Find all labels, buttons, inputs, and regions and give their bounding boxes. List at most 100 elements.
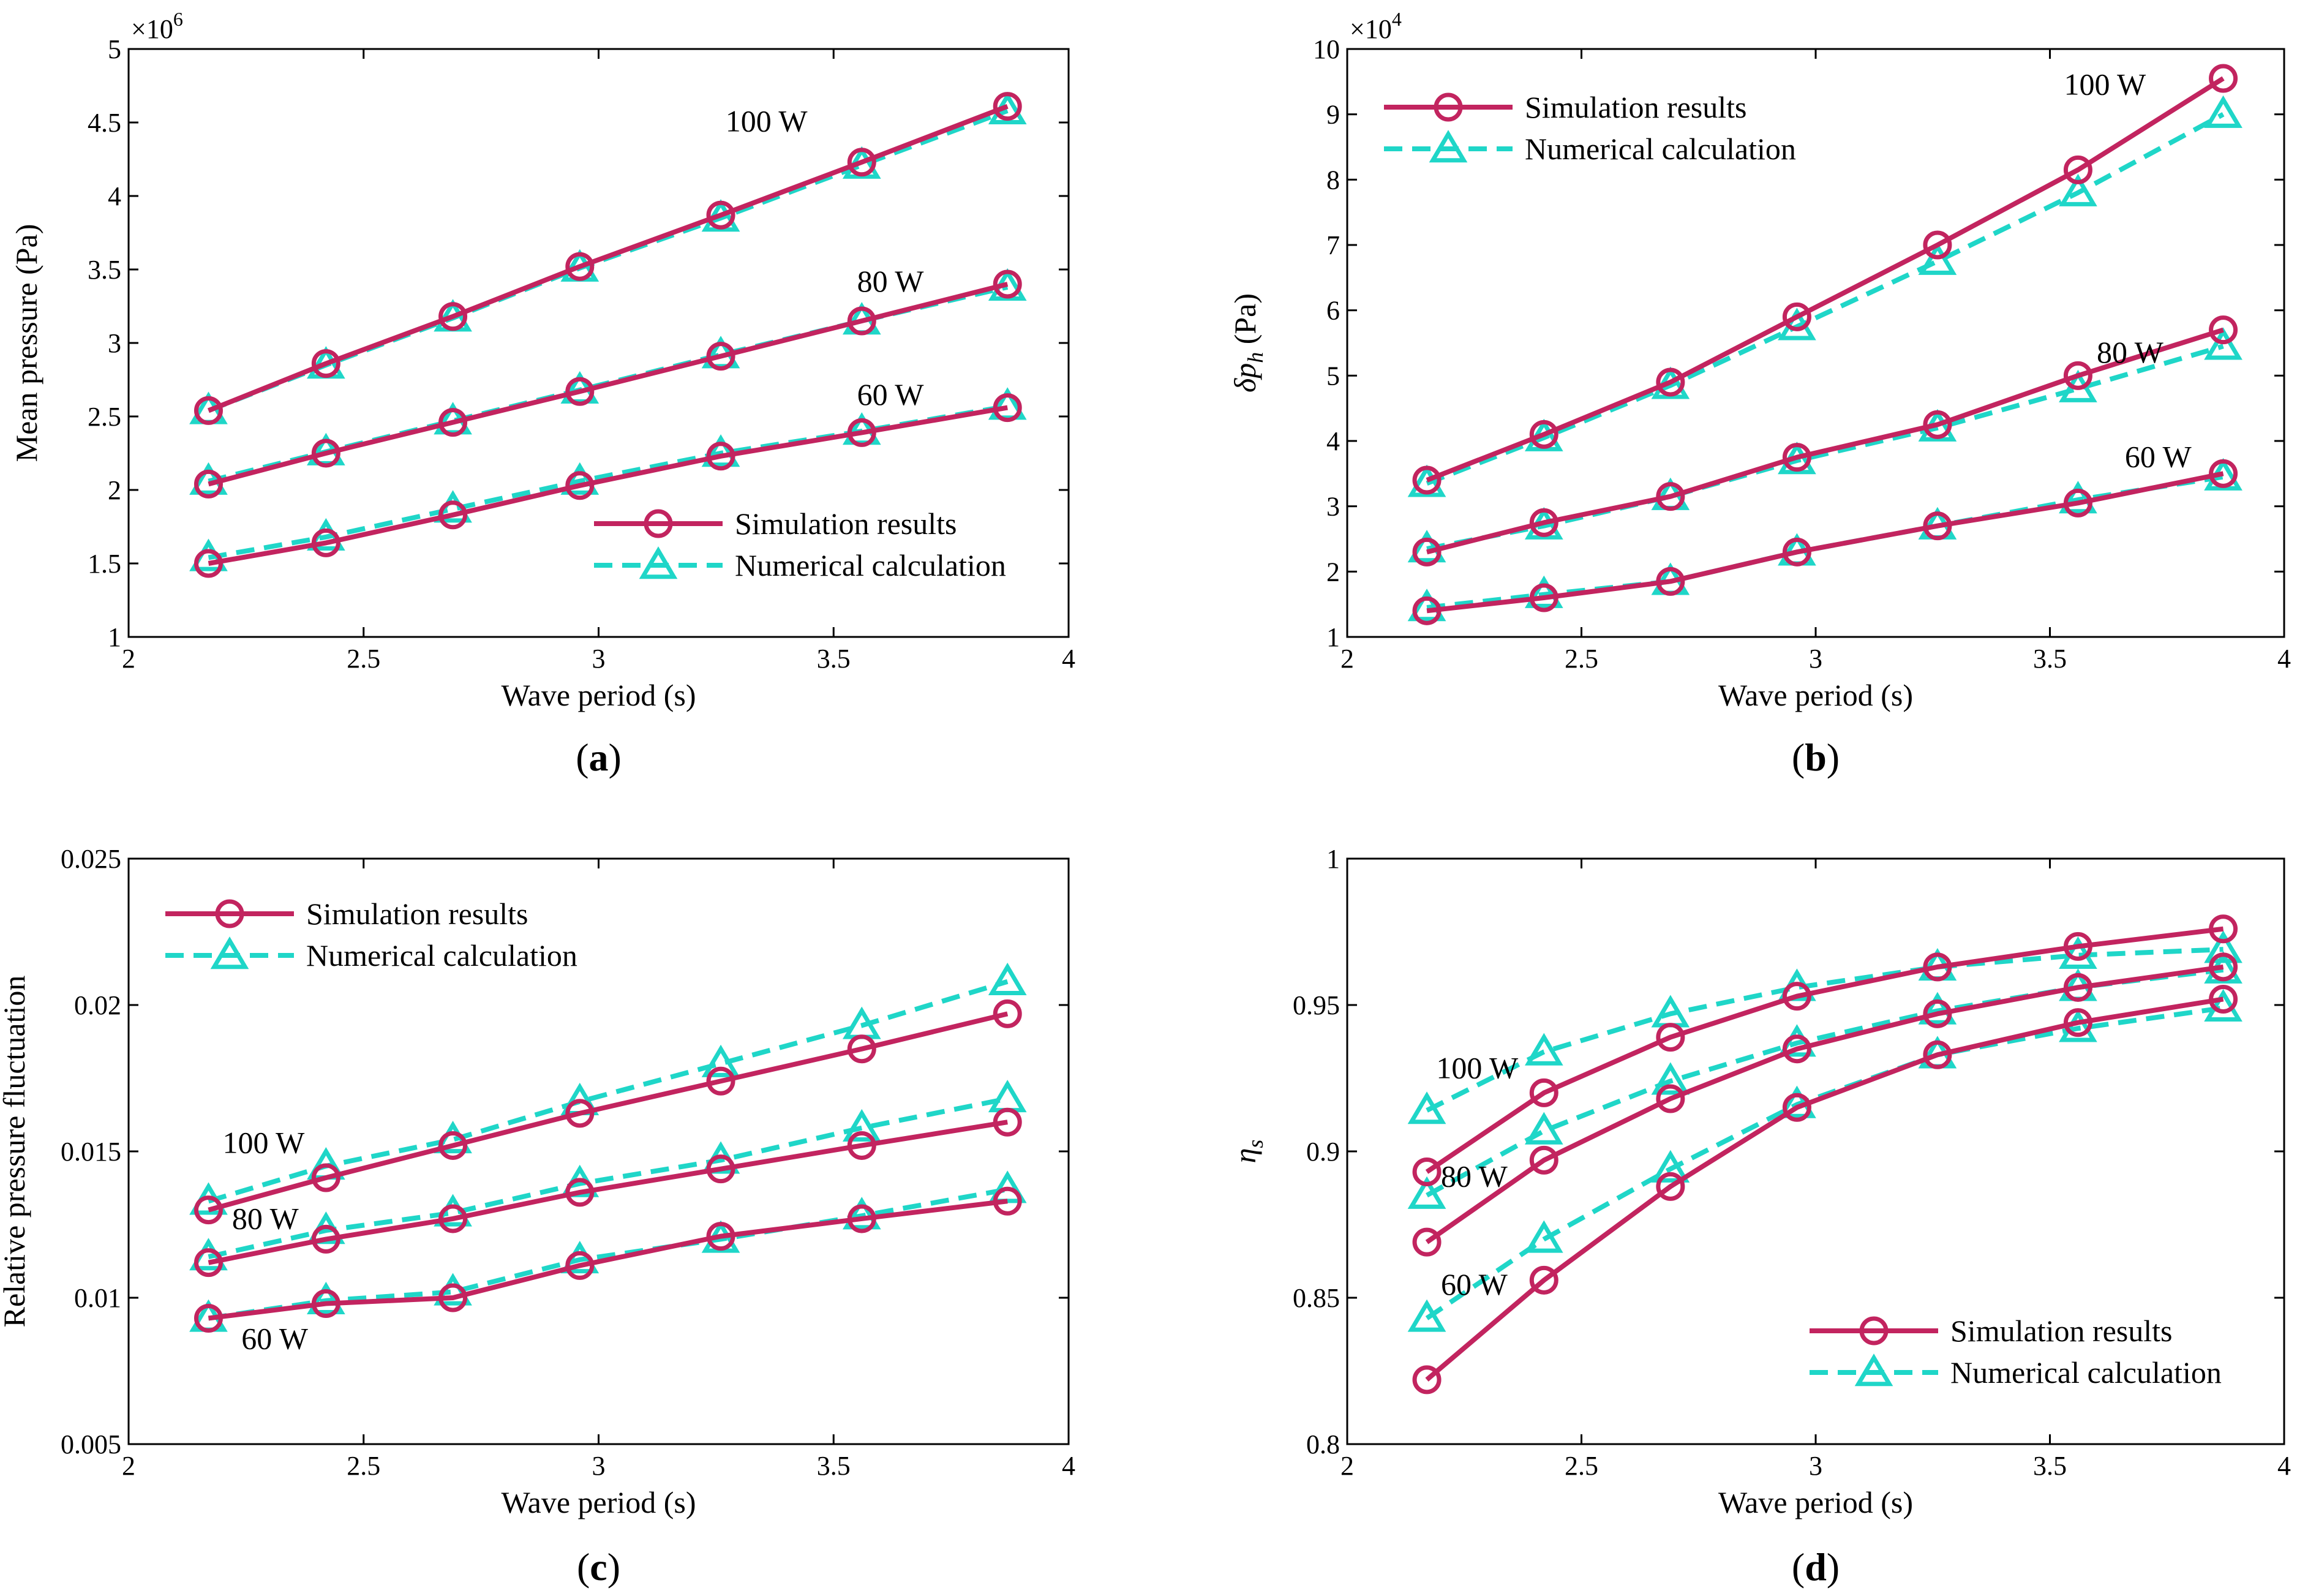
x-tick-label: 2.5 — [1565, 644, 1598, 674]
x-tick-label: 3 — [592, 644, 606, 674]
y-tick-label: 0.9 — [1306, 1137, 1340, 1167]
data-point-marker — [1529, 1078, 1558, 1107]
y-tick-label: 2 — [1326, 557, 1340, 587]
data-point-marker — [1412, 596, 1442, 625]
power-annotation: 80 W — [1441, 1159, 1508, 1193]
y-tick-label: 5 — [108, 34, 121, 64]
x-tick-label: 3 — [1809, 1451, 1822, 1481]
y-tick-label: 4 — [1326, 426, 1340, 456]
data-point-marker — [993, 1107, 1022, 1137]
x-tick-label: 2 — [1340, 1451, 1354, 1481]
power-annotation: 80 W — [2097, 335, 2164, 369]
series-line — [208, 1096, 1009, 1259]
legend-marker-numerical — [1854, 1353, 1893, 1387]
series-simulation-60w — [1412, 984, 2238, 1395]
y-tick-label: 6 — [1326, 296, 1340, 326]
data-point-marker — [2204, 327, 2242, 360]
panel-a-mean-pressure: 2 2.5 3 3.5 4 1 1.5 2 2.5 3 3.5 4 4.5 5 ×106 Wave perio… — [9, 8, 1075, 779]
data-point-marker — [1529, 508, 1558, 537]
data-point-marker — [1923, 999, 1952, 1028]
data-point-marker — [1656, 482, 1685, 511]
series-line — [208, 405, 1008, 566]
data-point-marker — [438, 500, 468, 530]
power-annotation: 100 W — [726, 104, 808, 138]
data-point-marker — [706, 1066, 735, 1096]
data-point-marker — [438, 1204, 468, 1233]
series-line — [208, 979, 1009, 1204]
x-axis-label: Wave period (s) — [1718, 678, 1913, 712]
series-simulation-60w — [194, 1186, 1022, 1333]
legend-label-numerical: Numerical calculation — [1525, 132, 1796, 166]
data-point-marker — [847, 1204, 876, 1233]
data-point-marker — [706, 342, 735, 371]
x-tick-label: 2.5 — [1565, 1451, 1598, 1481]
data-point-marker — [1923, 230, 1952, 260]
data-point-marker — [1923, 1040, 1952, 1069]
data-point-marker — [1918, 242, 1957, 275]
series-line — [1425, 926, 2224, 1174]
x-tick-label: 4 — [2277, 1451, 2291, 1481]
y-tick-label: 1 — [1326, 622, 1340, 652]
legend-label-numerical: Numerical calculation — [1950, 1355, 2222, 1390]
data-point-marker — [847, 1131, 876, 1160]
power-annotation: 100 W — [1436, 1051, 1519, 1085]
data-point-marker — [1782, 537, 1811, 567]
data-point-marker — [1656, 367, 1685, 397]
data-point-marker — [1529, 1145, 1558, 1175]
y-tick-label: 5 — [1326, 361, 1340, 391]
data-point-marker — [2204, 95, 2242, 128]
panel-d-eta-s: 2 2.5 3 3.5 4 0.8 0.85 0.9 0.95 1 Wave period (s) η… — [1228, 844, 2291, 1589]
y-axis-label: Mean pressure (Pa) — [9, 224, 43, 462]
y-tick-label: 0.015 — [61, 1137, 121, 1167]
x-tick-label: 2 — [122, 644, 135, 674]
series-simulation-100w — [1412, 914, 2238, 1186]
series-simulation-80w — [194, 269, 1022, 499]
legend: Simulation results Numerical calculation — [165, 897, 577, 973]
data-point-marker — [311, 349, 340, 378]
data-point-marker — [1651, 1062, 1690, 1095]
series-simulation-60w — [194, 393, 1022, 578]
data-point-marker — [1524, 1033, 1563, 1066]
series-line — [208, 1011, 1009, 1213]
series-line — [208, 1187, 1008, 1321]
y-tick-label: 8 — [1326, 165, 1340, 195]
series-line — [208, 282, 1009, 487]
legend-label-simulation: Simulation results — [1950, 1314, 2173, 1348]
series-simulation-80w — [1412, 952, 2238, 1257]
data-point-marker — [2209, 914, 2238, 944]
data-point-marker — [307, 1281, 345, 1314]
data-point-marker — [1529, 1265, 1558, 1295]
legend-marker-numerical — [210, 936, 249, 969]
y-tick-label: 0.005 — [61, 1429, 121, 1459]
data-point-marker — [560, 462, 600, 495]
data-point-marker — [847, 306, 876, 336]
legend-label-simulation: Simulation results — [1525, 90, 1747, 124]
series-simulation-80w — [194, 1107, 1022, 1278]
x-tick-label: 2 — [1340, 644, 1354, 674]
data-point-marker — [993, 1186, 1022, 1216]
data-point-marker — [847, 1034, 876, 1064]
data-point-marker — [993, 269, 1022, 299]
data-point-marker — [2059, 173, 2097, 206]
legend-label-simulation: Simulation results — [306, 897, 528, 931]
y-tick-label: 0.95 — [1293, 990, 1340, 1020]
axis-multiplier: ×106 — [131, 8, 183, 44]
data-point-marker — [1407, 1176, 1446, 1209]
x-tick-label: 2.5 — [347, 1451, 380, 1481]
panel-label: (b) — [1792, 736, 1840, 779]
power-annotation: 60 W — [2125, 440, 2192, 474]
data-point-marker — [311, 1163, 340, 1192]
panel-label: (a) — [576, 736, 622, 779]
data-point-marker — [565, 1251, 595, 1280]
data-point-marker — [701, 1044, 740, 1077]
data-point-marker — [1651, 1150, 1690, 1183]
legend-marker-numerical — [1429, 130, 1468, 163]
series-line — [1426, 327, 2224, 555]
data-point-marker — [1529, 420, 1558, 449]
y-tick-label: 0.85 — [1293, 1283, 1340, 1313]
data-point-marker — [438, 1131, 468, 1160]
data-point-marker — [993, 92, 1022, 121]
data-point-marker — [988, 1170, 1027, 1203]
data-point-marker — [194, 1195, 223, 1225]
